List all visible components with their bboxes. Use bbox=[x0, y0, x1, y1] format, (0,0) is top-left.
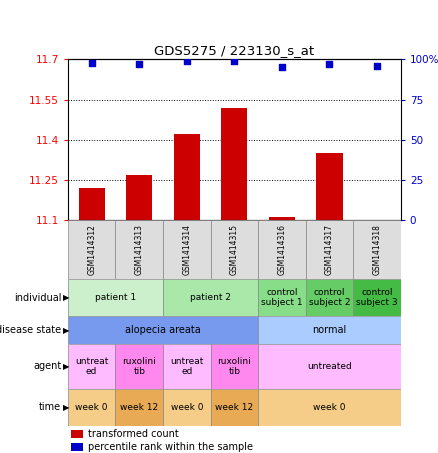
Text: control
subject 2: control subject 2 bbox=[309, 288, 350, 307]
Text: week 12: week 12 bbox=[215, 403, 254, 412]
Bar bbox=[163, 279, 258, 316]
Bar bbox=[258, 344, 401, 389]
Text: GSM1414314: GSM1414314 bbox=[182, 224, 191, 275]
Text: GSM1414317: GSM1414317 bbox=[325, 224, 334, 275]
Bar bbox=[126, 174, 152, 220]
Text: disease state: disease state bbox=[0, 325, 61, 335]
Bar bbox=[316, 153, 343, 220]
Bar bbox=[163, 344, 211, 389]
Point bbox=[326, 61, 333, 68]
Text: week 0: week 0 bbox=[170, 403, 203, 412]
Text: week 12: week 12 bbox=[120, 403, 158, 412]
Text: patient 2: patient 2 bbox=[190, 293, 231, 302]
Bar bbox=[258, 389, 401, 426]
Bar bbox=[68, 220, 116, 279]
Point bbox=[374, 62, 381, 69]
Bar bbox=[68, 344, 116, 389]
Text: ruxolini
tib: ruxolini tib bbox=[122, 357, 156, 376]
Text: ▶: ▶ bbox=[64, 362, 70, 371]
Text: GSM1414315: GSM1414315 bbox=[230, 224, 239, 275]
Text: patient 1: patient 1 bbox=[95, 293, 136, 302]
Text: ruxolini
tib: ruxolini tib bbox=[217, 357, 251, 376]
Bar bbox=[211, 344, 258, 389]
Text: GSM1414313: GSM1414313 bbox=[135, 224, 144, 275]
Bar bbox=[353, 220, 401, 279]
Text: control
subject 3: control subject 3 bbox=[356, 288, 398, 307]
Text: time: time bbox=[39, 402, 61, 412]
Text: GSM1414312: GSM1414312 bbox=[87, 224, 96, 275]
Text: individual: individual bbox=[14, 293, 61, 303]
Text: percentile rank within the sample: percentile rank within the sample bbox=[88, 442, 253, 452]
Text: ▶: ▶ bbox=[64, 293, 70, 302]
Text: normal: normal bbox=[312, 325, 346, 335]
Text: week 0: week 0 bbox=[75, 403, 108, 412]
Bar bbox=[163, 389, 211, 426]
Point bbox=[88, 59, 95, 66]
Bar bbox=[68, 389, 116, 426]
Title: GDS5275 / 223130_s_at: GDS5275 / 223130_s_at bbox=[154, 44, 314, 57]
Bar bbox=[68, 279, 163, 316]
Bar bbox=[306, 220, 353, 279]
Bar bbox=[78, 188, 105, 220]
Bar bbox=[258, 279, 306, 316]
Bar bbox=[211, 220, 258, 279]
Bar bbox=[269, 217, 295, 220]
Bar bbox=[258, 316, 401, 344]
Bar bbox=[116, 389, 163, 426]
Text: ▶: ▶ bbox=[64, 326, 70, 335]
Bar bbox=[71, 443, 83, 451]
Bar bbox=[353, 279, 401, 316]
Text: untreat
ed: untreat ed bbox=[170, 357, 204, 376]
Text: control
subject 1: control subject 1 bbox=[261, 288, 303, 307]
Bar bbox=[116, 344, 163, 389]
Bar bbox=[258, 220, 306, 279]
Point bbox=[279, 64, 286, 71]
Point bbox=[231, 58, 238, 65]
Text: GSM1414318: GSM1414318 bbox=[372, 224, 381, 275]
Bar bbox=[174, 135, 200, 220]
Text: untreated: untreated bbox=[307, 362, 352, 371]
Bar bbox=[163, 220, 211, 279]
Text: week 0: week 0 bbox=[313, 403, 346, 412]
Point bbox=[136, 61, 143, 68]
Text: ▶: ▶ bbox=[64, 403, 70, 412]
Text: transformed count: transformed count bbox=[88, 429, 179, 439]
Bar bbox=[306, 279, 353, 316]
Bar bbox=[116, 220, 163, 279]
Text: alopecia areata: alopecia areata bbox=[125, 325, 201, 335]
Bar bbox=[221, 108, 247, 220]
Text: agent: agent bbox=[33, 361, 61, 371]
Text: untreat
ed: untreat ed bbox=[75, 357, 108, 376]
Bar bbox=[211, 389, 258, 426]
Point bbox=[183, 58, 190, 65]
Bar bbox=[68, 316, 258, 344]
Bar bbox=[71, 430, 83, 438]
Text: GSM1414316: GSM1414316 bbox=[277, 224, 286, 275]
